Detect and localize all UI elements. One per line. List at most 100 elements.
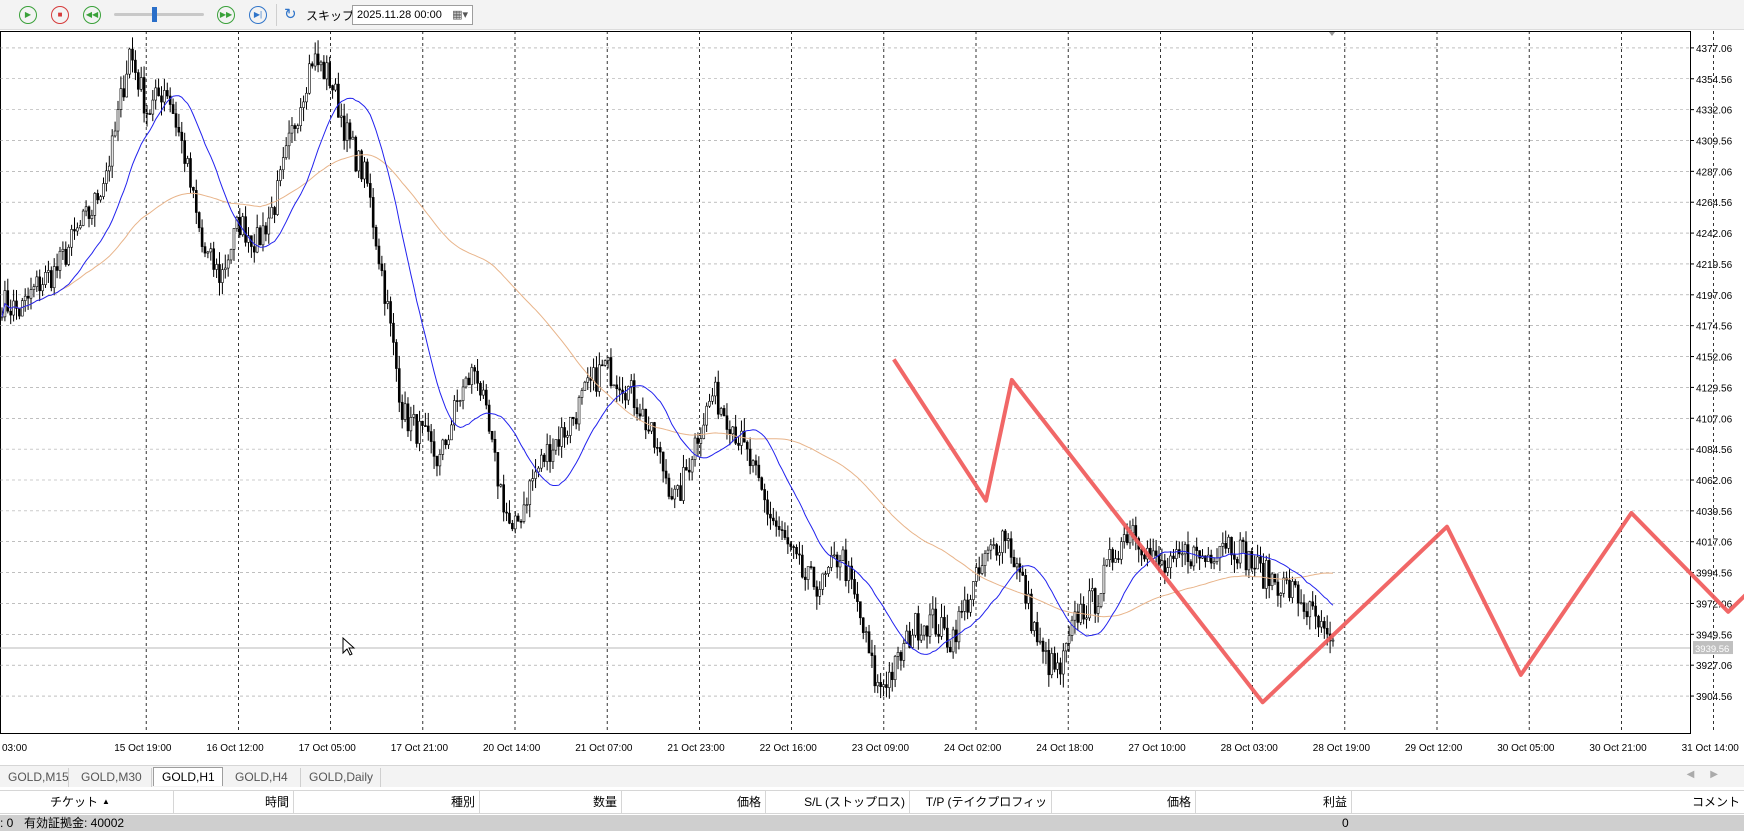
candle-body xyxy=(252,246,256,253)
col-take-profit[interactable]: T/P (テイクプロフィット) xyxy=(910,791,1052,831)
candle-body xyxy=(1267,560,1271,586)
candle-body xyxy=(850,565,853,580)
candle-body xyxy=(511,523,514,530)
candle-body xyxy=(464,377,468,388)
candle-body xyxy=(925,625,929,637)
skip-date-input[interactable]: 2025.11.28 00:00 ▦▾ xyxy=(352,5,473,25)
col-type[interactable]: 種別 xyxy=(294,791,480,813)
candle-body xyxy=(1076,611,1080,623)
price-chart[interactable]: 4377.06 4354.56 4332.06 4309.56 4287.06 4264.… xyxy=(0,31,1744,765)
tab-gold-daily[interactable]: GOLD,Daily xyxy=(301,768,381,787)
candle-body xyxy=(714,381,717,397)
col-comment[interactable]: コメント xyxy=(1691,795,1740,809)
step-forward-icon[interactable]: ▶| xyxy=(249,6,267,24)
candle-body xyxy=(296,125,300,129)
candle-body xyxy=(241,216,244,236)
col-ticket[interactable]: チケット xyxy=(44,791,174,813)
candle-body xyxy=(482,389,485,396)
candle-body xyxy=(377,245,381,265)
speed-slider-track[interactable] xyxy=(114,13,204,16)
candle-body xyxy=(244,216,247,243)
candle-body xyxy=(824,573,827,575)
skip-icon[interactable]: ↻ xyxy=(284,6,297,23)
candle-body xyxy=(221,269,224,283)
candle-body xyxy=(406,403,410,432)
candle-body xyxy=(461,386,465,401)
candle-body xyxy=(766,499,769,515)
candle-body xyxy=(18,308,21,317)
candle-body xyxy=(26,295,30,299)
candle-body xyxy=(203,246,207,254)
candle-body xyxy=(1241,539,1245,542)
col-stop-loss[interactable]: S/L (ストップロス) xyxy=(766,791,910,813)
candle-body xyxy=(73,229,76,232)
stop-icon[interactable]: ■ xyxy=(51,6,69,24)
candle-body xyxy=(629,380,633,387)
candle-body xyxy=(1035,622,1039,643)
candle-body xyxy=(52,266,56,289)
candle-body xyxy=(708,400,711,407)
col-time[interactable]: 時間 xyxy=(174,791,294,813)
speed-slider-thumb[interactable] xyxy=(152,7,157,22)
candle-body xyxy=(363,161,366,180)
candle-body xyxy=(499,484,503,487)
col-price[interactable]: 価格 xyxy=(622,791,766,813)
y-tick-label: 4377.06 xyxy=(1696,44,1733,55)
candle-body xyxy=(989,544,993,551)
candle-body xyxy=(734,426,737,444)
candle-body xyxy=(1015,563,1019,568)
candle-body xyxy=(1012,557,1016,568)
candle-body xyxy=(1056,662,1059,670)
candles xyxy=(0,37,1335,699)
candle-body xyxy=(1305,611,1309,618)
candle-body xyxy=(328,62,331,86)
candle-body xyxy=(476,370,479,384)
candle-body xyxy=(1221,542,1225,547)
candle-body xyxy=(745,441,749,450)
tab-scroll-arrows[interactable]: ◀▶ xyxy=(1686,769,1734,780)
candle-body xyxy=(557,439,561,447)
candle-body xyxy=(569,416,572,436)
candle-body xyxy=(969,599,972,613)
candle-body xyxy=(206,251,210,254)
candle-body xyxy=(879,682,882,687)
candle-body xyxy=(560,427,563,447)
tab-gold-m30[interactable]: GOLD,M30 xyxy=(73,768,152,787)
candle-body xyxy=(600,364,604,367)
col-volume[interactable]: 数量 xyxy=(480,791,622,813)
fast-forward-icon[interactable]: ▶▶ xyxy=(217,6,235,24)
chart-tabs: GOLD,M15 GOLD,M30 GOLD,H1 GOLD,H4 GOLD,D… xyxy=(0,765,1744,787)
tab-gold-h1[interactable]: GOLD,H1 xyxy=(153,767,223,786)
candle-body xyxy=(334,83,337,91)
calendar-dropdown-icon[interactable]: ▦▾ xyxy=(452,9,468,21)
candle-body xyxy=(145,112,149,115)
tab-gold-m15[interactable]: GOLD,M15 xyxy=(0,768,69,787)
candle-body xyxy=(1308,601,1312,618)
candle-body xyxy=(528,480,532,505)
candle-body xyxy=(780,529,784,531)
candle-body xyxy=(861,617,865,633)
rewind-icon[interactable]: ◀◀ xyxy=(83,6,101,24)
candle-body xyxy=(838,560,842,568)
col-profit[interactable]: 利益 xyxy=(1196,791,1352,813)
candle-body xyxy=(470,367,474,386)
candle-body xyxy=(690,459,694,473)
candle-body xyxy=(728,429,732,435)
y-tick-label: 4197.06 xyxy=(1696,291,1733,302)
candle-body xyxy=(615,384,619,390)
play-icon[interactable]: ▶ xyxy=(19,6,37,24)
y-tick-label: 3927.06 xyxy=(1696,661,1733,672)
candle-body xyxy=(658,447,662,453)
candle-body xyxy=(1143,554,1146,560)
candle-body xyxy=(20,300,24,317)
col-current-price[interactable]: 価格 xyxy=(1052,791,1196,813)
candle-body xyxy=(1302,602,1306,612)
candle-body xyxy=(6,290,10,312)
candle-body xyxy=(873,655,877,687)
skip-button-label[interactable]: スキップ xyxy=(306,9,355,23)
y-tick-label: 4039.56 xyxy=(1696,507,1733,518)
candle-body xyxy=(255,227,259,253)
tab-gold-h4[interactable]: GOLD,H4 xyxy=(227,768,301,787)
skip-date-value: 2025.11.28 00:00 xyxy=(357,9,442,21)
current-price-box xyxy=(1693,641,1733,655)
